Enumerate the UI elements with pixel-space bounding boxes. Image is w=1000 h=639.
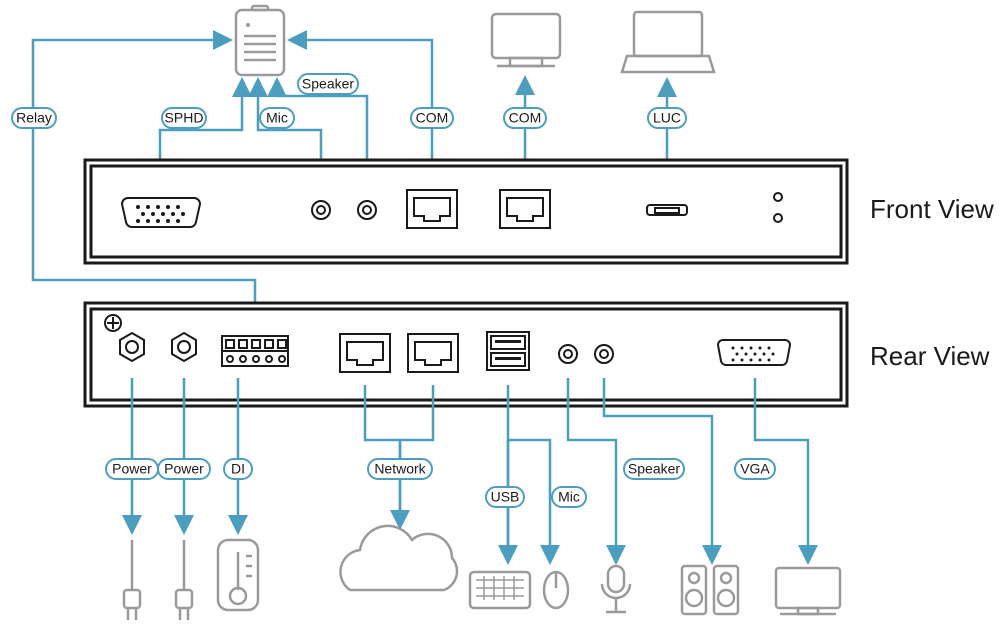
svg-text:Relay: Relay [16,110,52,126]
network2-port [408,334,458,372]
speaker-top-label: Speaker [298,74,358,94]
relay-label: Relay [12,108,56,128]
usb-label: USB [486,487,524,507]
power1-label: Power [106,459,158,479]
mic-top-label: Mic [260,108,294,128]
temperature-sensor-icon [218,540,258,610]
com2-label: COM [504,108,546,128]
network-label: Network [368,459,432,479]
rear-view-label: Rear View [870,341,990,371]
laptop-icon [622,12,714,72]
luc-label: LUC [648,108,686,128]
svg-text:Mic: Mic [558,489,580,505]
svg-text:Power: Power [164,461,204,477]
vga-port [718,340,790,365]
svg-text:Speaker: Speaker [302,76,354,92]
microphone-icon [602,566,630,612]
ground-screw [105,315,121,331]
vga-label: VGA [735,459,775,479]
svg-text:SPHD: SPHD [165,110,204,126]
power1-port [120,333,144,361]
power2-port [172,333,196,361]
com1-label: COM [411,108,453,128]
cloud-icon [340,526,457,590]
network1-port [340,334,390,372]
keyboard-icon [470,572,530,608]
speaker-bottom-label: Speaker [624,459,684,479]
mouse-icon [544,572,568,608]
front-view-label: Front View [870,194,994,224]
speakers-icon [682,566,738,614]
svg-text:USB: USB [491,489,520,505]
svg-text:Speaker: Speaker [628,461,680,477]
di-label: DI [224,459,252,479]
front-panel [85,160,847,263]
svg-text:Mic: Mic [266,110,288,126]
svg-text:COM: COM [416,110,449,126]
svg-text:LUC: LUC [653,110,681,126]
usb-ports [487,332,529,370]
monitor-icon [776,568,840,614]
sphd-label: SPHD [162,108,206,128]
svg-text:Network: Network [374,461,426,477]
svg-text:DI: DI [231,461,245,477]
svg-text:COM: COM [509,110,542,126]
com1-line [292,40,432,168]
desktop-icon [492,14,560,66]
com2-port [500,190,550,228]
com1-port [407,190,457,228]
tower-server-icon [236,6,284,75]
rear-panel [85,303,847,406]
terminal-block [222,336,288,366]
svg-text:VGA: VGA [740,461,770,477]
luc-port [647,205,687,215]
mic-bottom-label: Mic [552,487,586,507]
power-plug1-icon [124,540,140,620]
svg-text:Power: Power [112,461,152,477]
sphd-port [122,198,200,227]
power2-label: Power [158,459,210,479]
power-plug2-icon [176,540,192,620]
